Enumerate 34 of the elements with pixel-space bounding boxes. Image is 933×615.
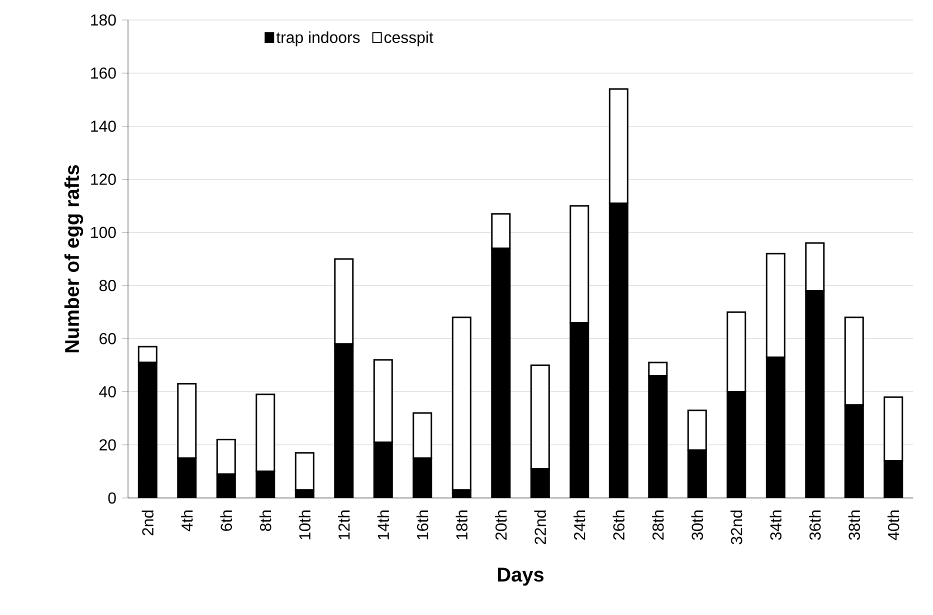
y-tick-label: 160 (91, 67, 116, 79)
y-tick-label: 100 (91, 226, 116, 238)
x-tick-label: 34th (770, 510, 782, 540)
y-tick-label: 120 (91, 174, 116, 185)
y-tick-label: 180 (91, 14, 116, 26)
x-tick-label: 18th (456, 510, 468, 540)
x-tick-label: 2nd (142, 510, 154, 536)
x-tick-label: 20th (495, 510, 507, 540)
x-tick-label: 10th (298, 510, 310, 540)
x-tick-label: 38th (848, 510, 860, 540)
legend-label: trap indoors (276, 31, 360, 46)
y-tick-label: 0 (108, 492, 116, 504)
x-tick-label: 32nd (730, 510, 742, 544)
y-tick-label: 20 (100, 439, 116, 451)
y-tick-label: 40 (99, 386, 116, 398)
x-tick-label: 4th (181, 510, 193, 532)
x-tick-label: 40th (888, 510, 900, 540)
x-tick-label: 6th (220, 510, 232, 531)
x-tick-label: 22nd (534, 510, 546, 544)
x-axis-title: Days (498, 568, 544, 586)
x-tick-label: 28th (652, 510, 664, 540)
x-tick-label: 26th (612, 510, 624, 540)
x-tick-label: 12th (338, 510, 350, 540)
x-tick-label: 24th (574, 510, 586, 540)
x-tick-label: 14th (377, 510, 389, 540)
x-tick-label: 30th (691, 510, 703, 540)
y-tick-label: 80 (99, 280, 116, 292)
legend-label: cesspit (384, 31, 434, 46)
y-tick-label: 140 (91, 120, 116, 132)
x-tick-label: 36th (809, 510, 821, 540)
y-axis-title: Number of egg rafts (64, 165, 84, 352)
y-tick-label: 60 (100, 333, 116, 344)
x-tick-label: 8th (260, 510, 272, 531)
x-tick-label: 16th (416, 510, 428, 540)
